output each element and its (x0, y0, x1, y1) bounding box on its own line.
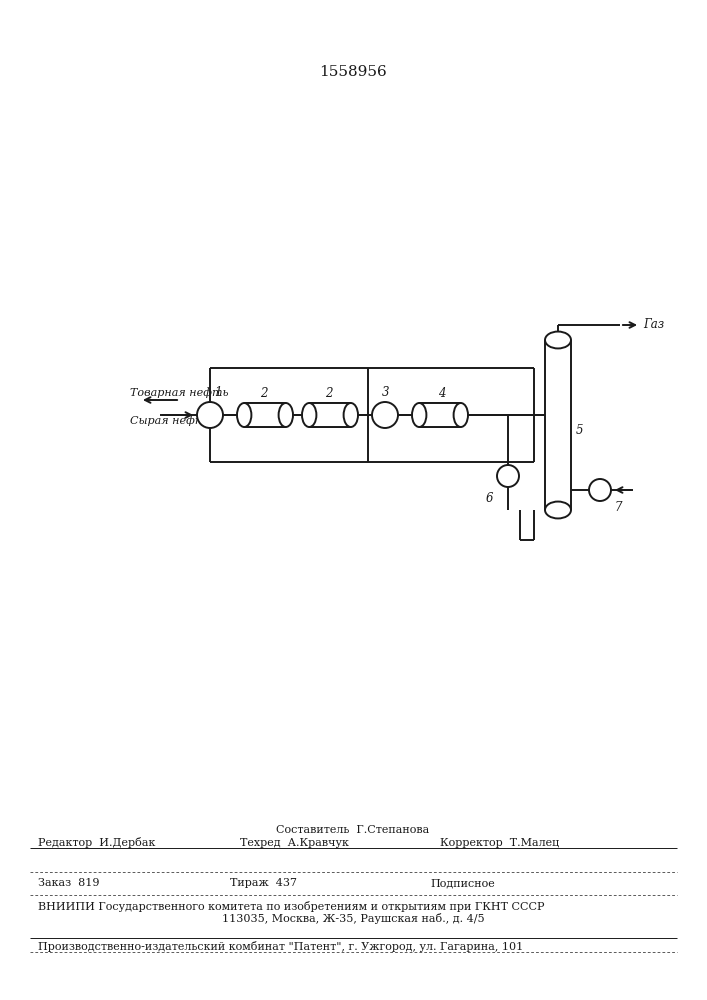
Circle shape (197, 402, 223, 428)
Circle shape (372, 402, 398, 428)
Text: 1558956: 1558956 (319, 65, 387, 79)
Text: 1: 1 (214, 386, 221, 399)
Bar (237, 403, 293, 427)
Text: Товарная нефть: Товарная нефть (130, 387, 228, 398)
Text: Техред  А.Кравчук: Техред А.Кравчук (240, 838, 349, 848)
Text: Редактор  И.Дербак: Редактор И.Дербак (38, 838, 156, 848)
Text: Сырая нефть: Сырая нефть (130, 415, 211, 426)
Text: 113035, Москва, Ж-35, Раушская наб., д. 4/5: 113035, Москва, Ж-35, Раушская наб., д. … (222, 914, 484, 924)
Circle shape (497, 465, 519, 487)
Text: 2: 2 (325, 387, 332, 400)
Bar (244, 403, 286, 427)
Text: Тираж  437: Тираж 437 (230, 879, 297, 888)
Text: Подписное: Подписное (430, 879, 495, 888)
Ellipse shape (545, 332, 571, 348)
Ellipse shape (279, 403, 293, 427)
Circle shape (589, 479, 611, 501)
Text: 4: 4 (438, 387, 445, 400)
Bar (412, 403, 468, 427)
Ellipse shape (454, 403, 468, 427)
Text: 7: 7 (615, 501, 622, 514)
Text: 5: 5 (576, 424, 583, 436)
Bar (419, 403, 461, 427)
Ellipse shape (545, 502, 571, 518)
Text: Заказ  819: Заказ 819 (38, 879, 100, 888)
Ellipse shape (302, 403, 317, 427)
Text: Газ: Газ (643, 318, 664, 332)
Bar (545, 340, 571, 510)
Ellipse shape (237, 403, 252, 427)
Bar (302, 403, 358, 427)
Text: 6: 6 (485, 492, 493, 505)
Bar (309, 403, 351, 427)
Text: 2: 2 (260, 387, 267, 400)
Ellipse shape (412, 403, 426, 427)
Text: Составитель  Г.Степанова: Составитель Г.Степанова (276, 825, 430, 835)
Text: Корректор  Т.Малец: Корректор Т.Малец (440, 838, 559, 848)
Text: ВНИИПИ Государственного комитета по изобретениям и открытиям при ГКНТ СССР: ВНИИПИ Государственного комитета по изоб… (38, 902, 544, 912)
Ellipse shape (344, 403, 358, 427)
Text: 3: 3 (382, 386, 390, 399)
Text: Производственно-издательский комбинат "Патент", г. Ужгород, ул. Гагарина, 101: Производственно-издательский комбинат "П… (38, 940, 523, 952)
